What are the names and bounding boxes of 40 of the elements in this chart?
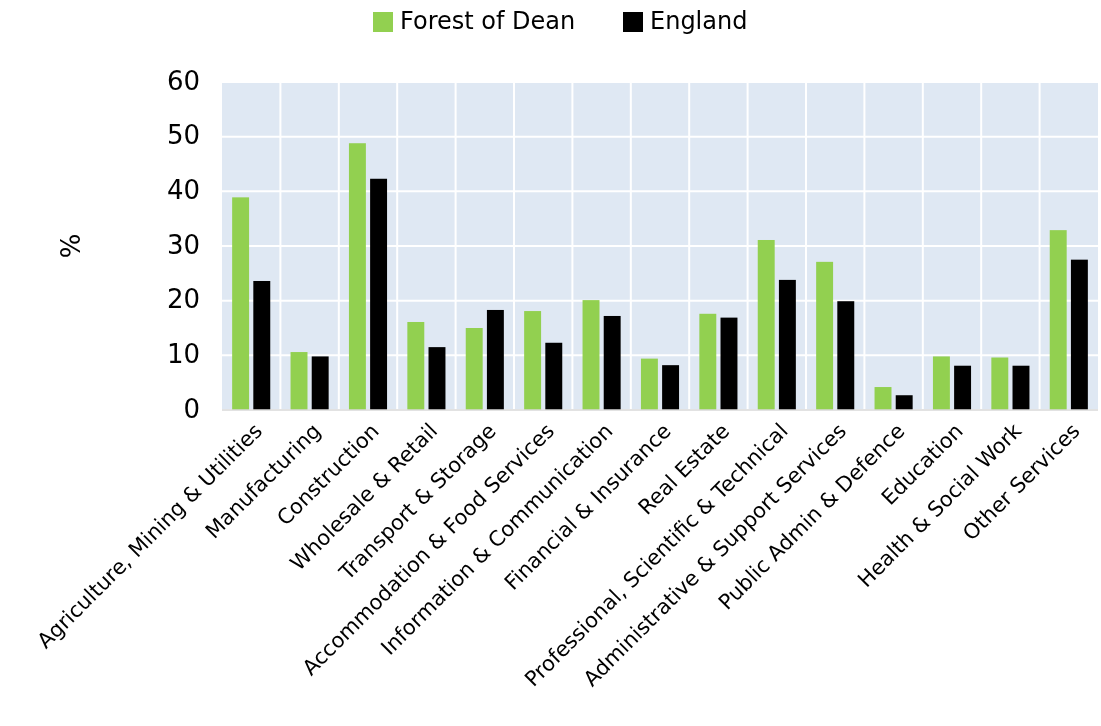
bar <box>253 280 271 410</box>
bar <box>699 313 717 410</box>
bar <box>428 347 446 410</box>
bar <box>1070 259 1088 410</box>
bar <box>603 315 621 410</box>
bar <box>582 300 600 410</box>
y-tick-label: 30 <box>166 229 200 260</box>
bar <box>348 143 366 410</box>
bar <box>545 342 563 410</box>
bar <box>311 356 329 410</box>
bar <box>1012 365 1030 410</box>
bar <box>895 395 913 410</box>
legend-label: Forest of Dean <box>400 7 576 35</box>
bar <box>1049 230 1067 410</box>
bar <box>662 365 680 410</box>
bar <box>954 365 972 410</box>
y-tick-label: 0 <box>183 393 200 424</box>
bar <box>486 309 504 410</box>
bar <box>720 317 738 410</box>
y-axis-title: % <box>55 233 86 259</box>
y-tick-label: 10 <box>166 338 200 369</box>
bar <box>991 357 1009 410</box>
legend-label: England <box>650 7 748 35</box>
bar <box>837 301 855 410</box>
bar <box>407 321 425 410</box>
bar <box>932 356 950 410</box>
bar <box>524 311 542 410</box>
bar <box>778 279 796 410</box>
y-tick-label: 60 <box>166 65 200 96</box>
bar <box>465 328 483 410</box>
bar <box>232 197 250 410</box>
y-tick-label: 40 <box>166 174 200 205</box>
bar <box>816 261 834 410</box>
bar <box>640 358 658 410</box>
bar <box>874 387 892 410</box>
bar <box>757 239 775 410</box>
y-tick-label: 50 <box>166 120 200 151</box>
bar <box>370 178 388 410</box>
bar <box>290 352 308 410</box>
y-tick-label: 20 <box>166 284 200 315</box>
